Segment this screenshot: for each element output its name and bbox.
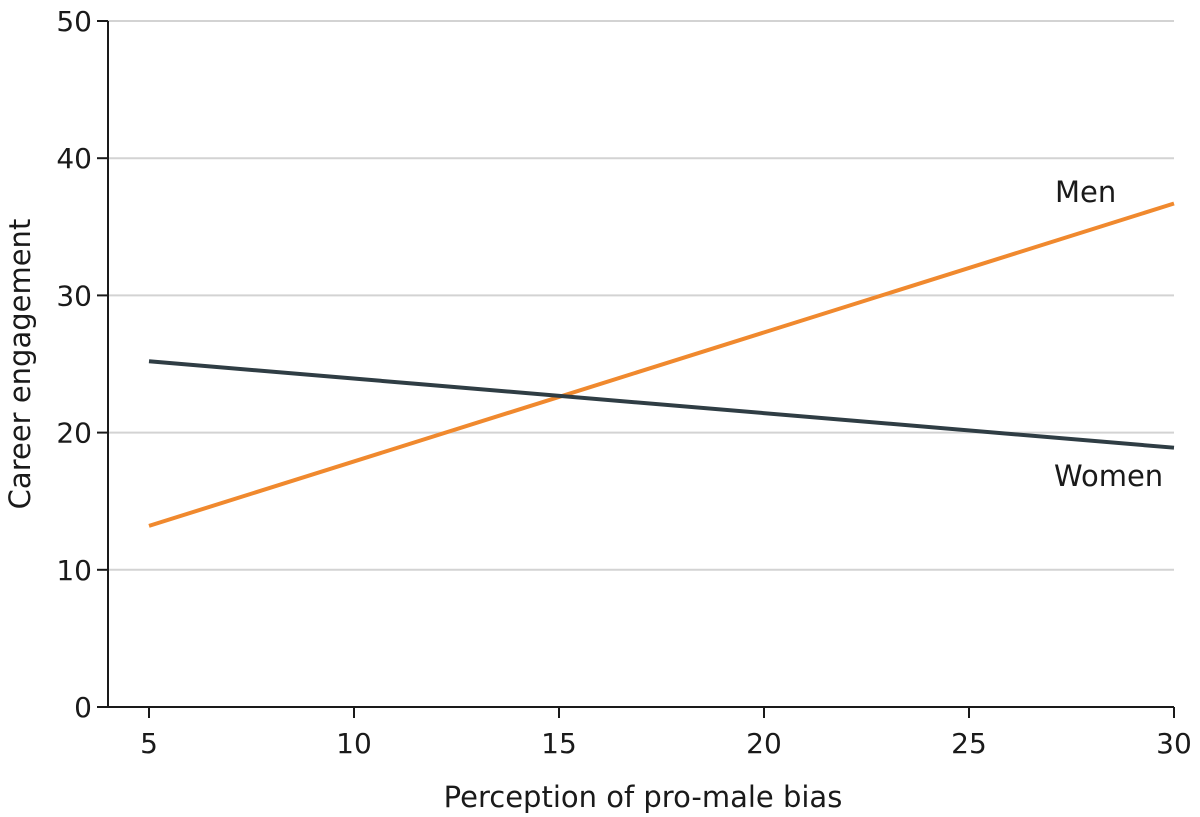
series-line-women xyxy=(148,359,1175,450)
x-axis-title: Perception of pro-male bias xyxy=(444,780,843,814)
x-tick-label: 15 xyxy=(541,727,577,760)
y-tick-label: 40 xyxy=(56,142,92,175)
x-tick-label: 5 xyxy=(140,727,158,760)
y-tick-label: 30 xyxy=(56,279,92,312)
y-tick-label: 20 xyxy=(56,417,92,450)
y-tick-label: 10 xyxy=(56,554,92,587)
y-axis-title: Career engagement xyxy=(3,219,37,510)
series-lines xyxy=(148,201,1175,528)
y-tick-label: 0 xyxy=(74,691,92,724)
x-tick-label: 25 xyxy=(951,727,987,760)
series-label-women: Women xyxy=(1054,459,1163,493)
series-line-men xyxy=(148,201,1175,528)
axes: 0 10 20 30 40 50 5 10 15 20 25 30 xyxy=(56,5,1191,760)
y-tick-label: 50 xyxy=(56,5,92,38)
x-tick-label: 30 xyxy=(1156,727,1192,760)
series-labels: Men Women xyxy=(1054,175,1163,493)
x-tick-label: 10 xyxy=(336,727,372,760)
series-label-men: Men xyxy=(1055,175,1116,209)
x-tick-label: 20 xyxy=(746,727,782,760)
